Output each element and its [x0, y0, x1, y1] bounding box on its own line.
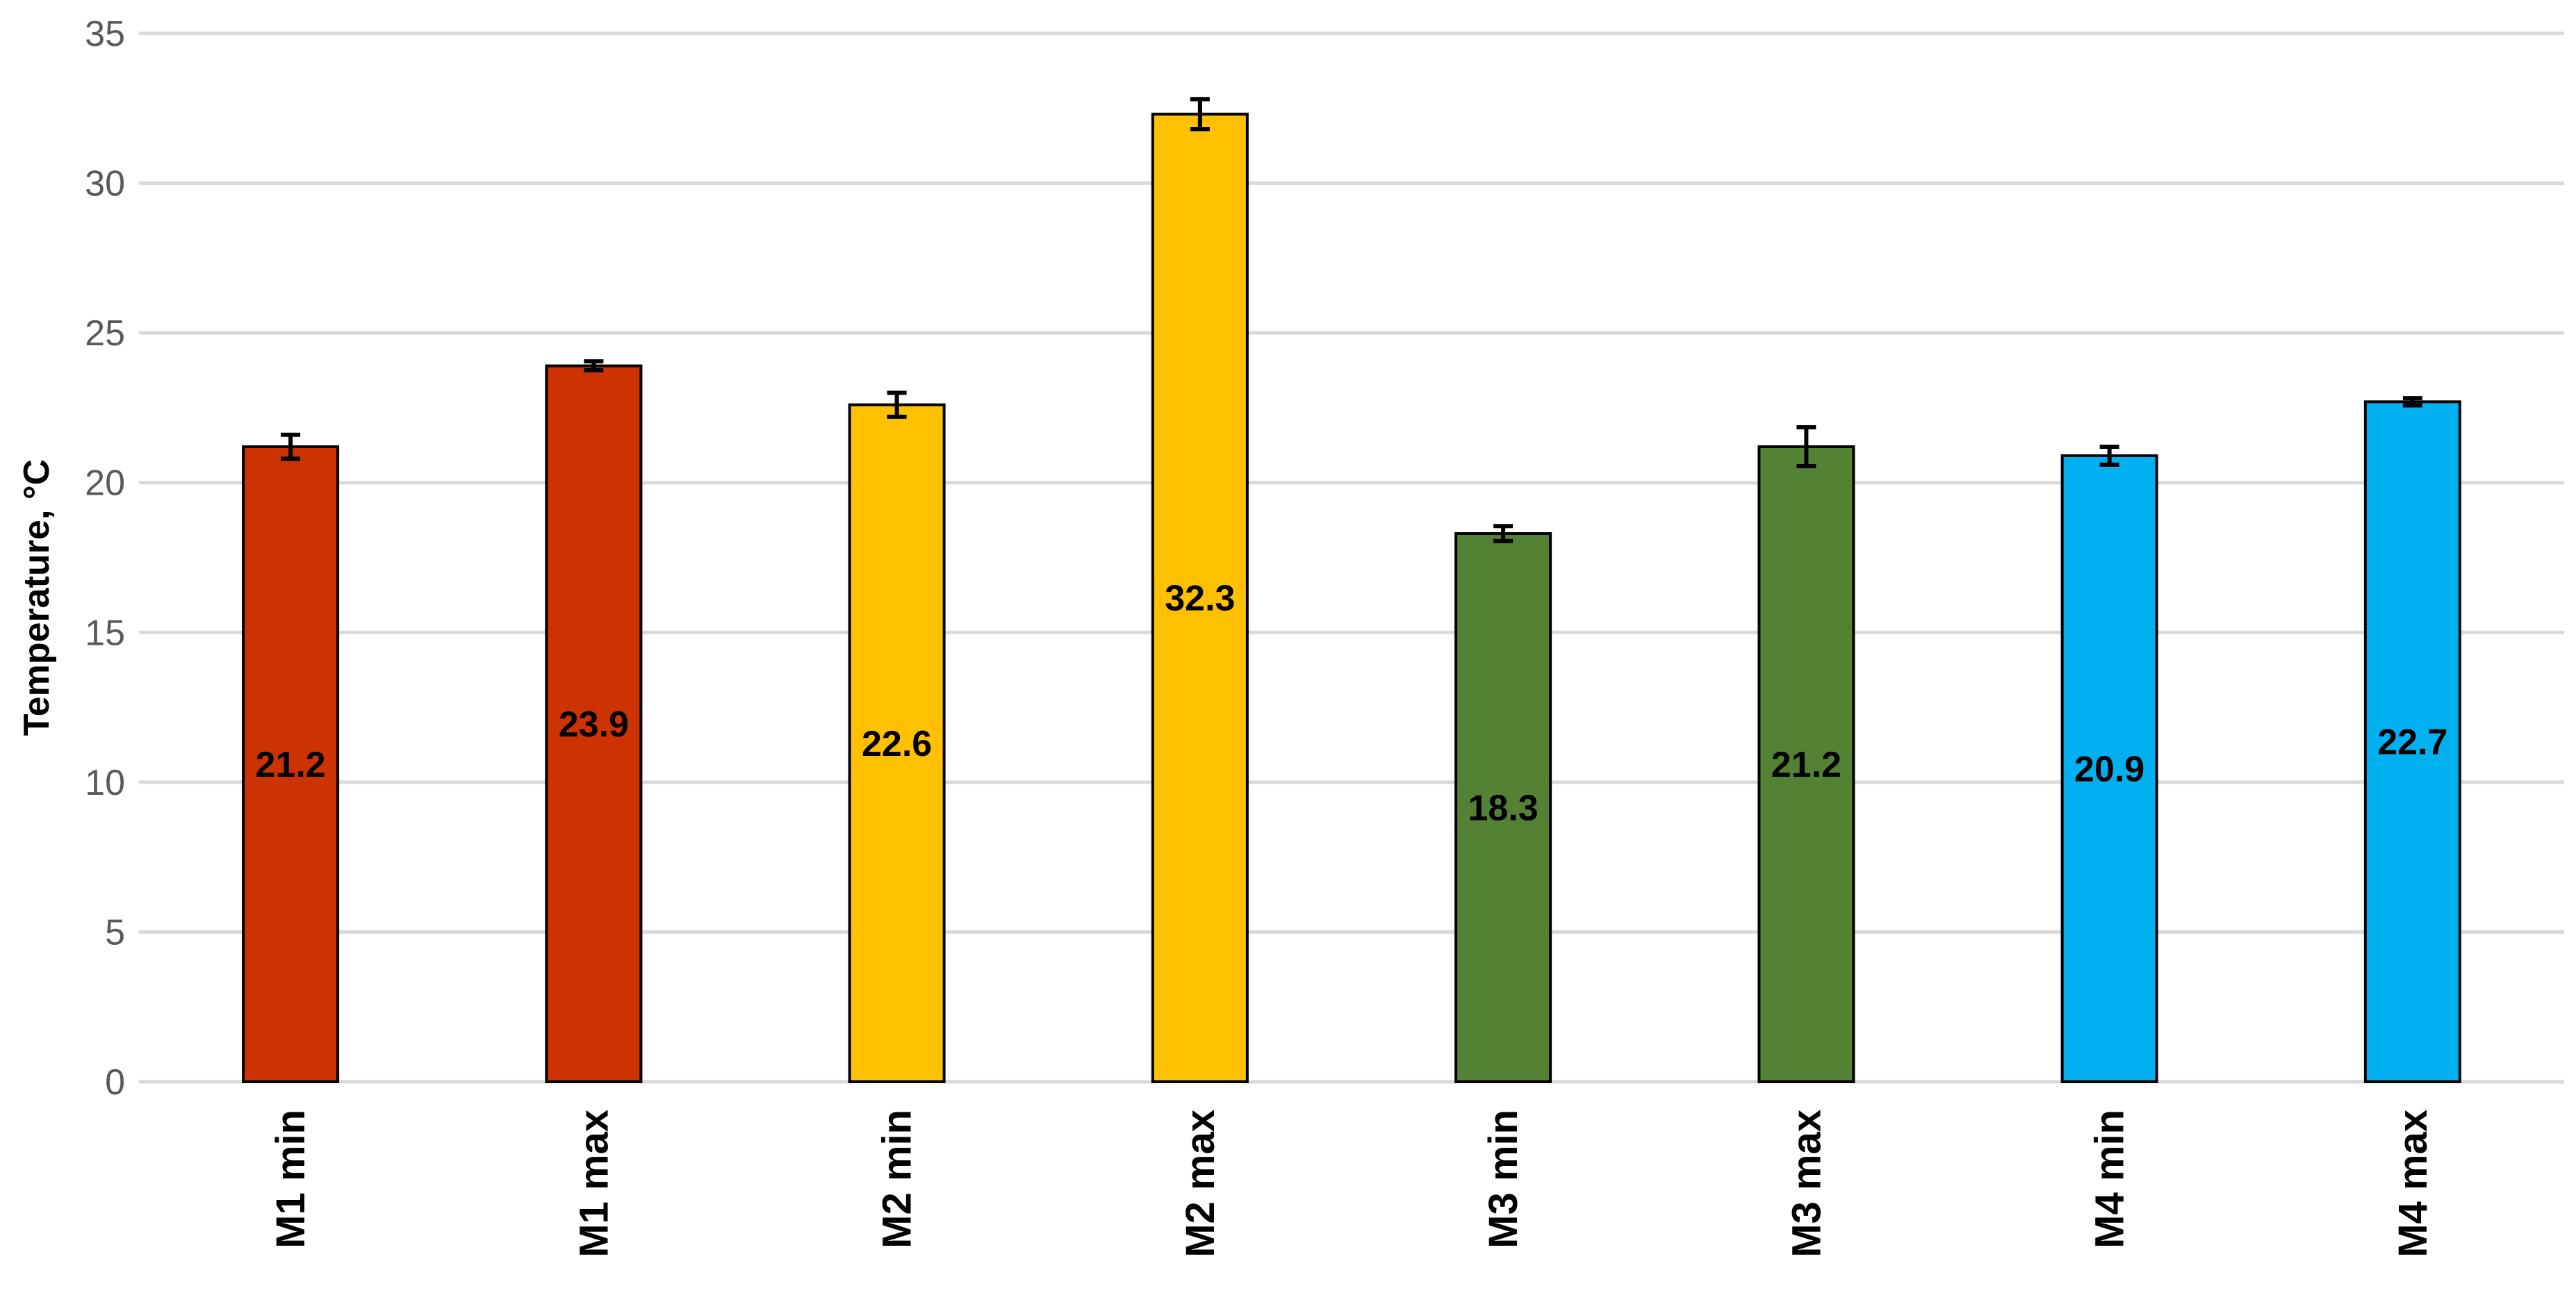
- x-tick-label: M4 max: [2390, 1110, 2436, 1258]
- y-tick-label: 25: [85, 313, 125, 354]
- data-label: 23.9: [559, 704, 629, 745]
- y-tick-label: 5: [105, 912, 125, 953]
- data-label: 22.7: [2377, 723, 2447, 763]
- x-tick-label: M4 min: [2087, 1110, 2133, 1249]
- x-tick-label: M1 min: [268, 1110, 313, 1249]
- data-label: 20.9: [2074, 749, 2144, 789]
- bar: [2363, 400, 2461, 1083]
- error-bar: [2402, 396, 2422, 408]
- data-label: 21.2: [256, 745, 326, 785]
- y-tick-label: 35: [85, 14, 125, 54]
- error-bar: [1796, 425, 1816, 469]
- data-label: 21.2: [1771, 745, 1841, 785]
- bars: [242, 113, 2461, 1083]
- bar: [242, 445, 340, 1083]
- data-labels: 21.2 23.9 22.6 32.3 18.3 21.2 20.9 22.7: [256, 579, 2448, 829]
- x-tick-label: M3 min: [1481, 1110, 1526, 1249]
- y-axis-ticks: 0 5 10 15 20 25 30 35: [85, 14, 125, 1103]
- error-bar: [1190, 97, 1210, 131]
- data-label: 18.3: [1468, 789, 1539, 829]
- bar: [545, 364, 643, 1083]
- error-bar: [281, 432, 301, 461]
- y-tick-label: 30: [85, 164, 125, 204]
- error-bar: [584, 359, 604, 373]
- x-tick-label: M2 max: [1178, 1110, 1223, 1258]
- bar: [1151, 113, 1249, 1083]
- x-axis-ticks: M1 min M1 max M2 min M2 max M3 min M3 max M4 m…: [268, 1110, 2436, 1258]
- x-tick-label: M3 max: [1784, 1110, 1829, 1258]
- data-label: 32.3: [1165, 579, 1235, 619]
- x-tick-label: M1 max: [571, 1110, 616, 1258]
- bar: [848, 403, 946, 1083]
- y-tick-label: 10: [85, 763, 125, 803]
- x-tick-label: M2 min: [875, 1110, 920, 1249]
- y-tick-label: 20: [85, 463, 125, 504]
- data-label: 22.6: [862, 724, 932, 764]
- y-tick-label: 0: [105, 1062, 125, 1103]
- y-tick-label: 15: [85, 613, 125, 653]
- y-axis-label: Temperature, °C: [17, 459, 57, 736]
- error-bar: [887, 390, 907, 419]
- error-bar: [1493, 524, 1513, 543]
- error-bar: [2099, 444, 2119, 467]
- error-bars: [281, 97, 2422, 543]
- grid-layer: [139, 31, 2564, 1084]
- bar: [1454, 532, 1552, 1083]
